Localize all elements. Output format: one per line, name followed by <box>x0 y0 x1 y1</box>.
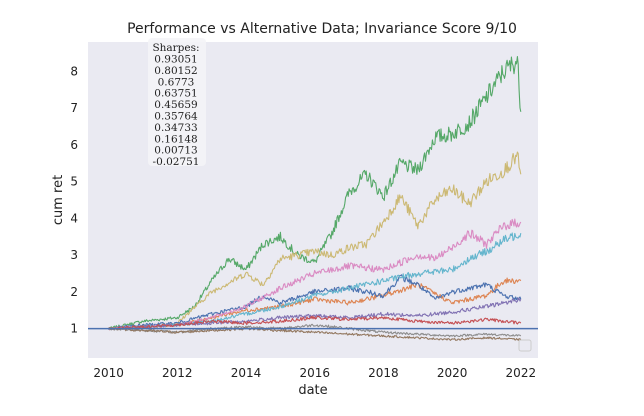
series-line-1 <box>108 56 522 330</box>
y-tick-label: 6 <box>70 138 78 152</box>
sharpe-value: -0.02751 <box>153 156 200 168</box>
sharpe-value: 0.6773 <box>158 76 195 88</box>
x-axis-label: date <box>298 383 327 398</box>
y-axis-label: cum ret <box>51 175 66 225</box>
series-line-4 <box>108 274 522 330</box>
sharpe-value: 0.45659 <box>154 99 197 111</box>
x-tick-label: 2014 <box>231 366 262 380</box>
y-tick-label: 5 <box>70 175 78 189</box>
sharpes-values: 0.930510.801520.67730.637510.456590.3576… <box>153 54 200 169</box>
chart-title: Performance vs Alternative Data; Invaria… <box>127 21 517 37</box>
x-tick-label: 2016 <box>299 366 330 380</box>
y-tick-label: 4 <box>70 211 78 225</box>
x-tick-label: 2010 <box>93 366 124 380</box>
legend-box <box>518 339 532 352</box>
y-tick-label: 3 <box>70 248 78 262</box>
series-line-2 <box>108 151 522 331</box>
x-tick-label: 2018 <box>368 366 399 380</box>
series-line-10 <box>108 326 522 341</box>
y-axis-ticks: 1 2 3 4 5 6 7 8 <box>70 64 78 335</box>
x-tick-label: 2022 <box>506 366 537 380</box>
x-tick-label: 2020 <box>437 366 468 380</box>
sharpes-box-background <box>148 38 206 166</box>
y-tick-label: 1 <box>70 322 78 336</box>
y-tick-label: 2 <box>70 285 78 299</box>
sharpe-value: 0.93051 <box>154 54 197 66</box>
sharpes-heading: Sharpes: <box>152 42 199 54</box>
sharpes-box: Sharpes: 0.930510.801520.67730.637510.45… <box>148 38 206 168</box>
series-layer <box>108 56 522 341</box>
y-tick-label: 7 <box>70 101 78 115</box>
x-tick-label: 2012 <box>162 366 193 380</box>
sharpe-value: 0.34733 <box>154 122 197 134</box>
series-line-8 <box>108 315 522 331</box>
sharpe-value: 0.80152 <box>154 65 197 77</box>
x-axis-ticks: 2010 2012 2014 2016 2018 2020 2022 <box>93 366 536 380</box>
sharpe-value: 0.63751 <box>154 88 197 100</box>
y-tick-label: 8 <box>70 64 78 78</box>
sharpe-value: 0.00713 <box>154 145 197 157</box>
sharpe-value: 0.35764 <box>154 111 198 123</box>
sharpe-value: 0.16148 <box>154 133 197 145</box>
